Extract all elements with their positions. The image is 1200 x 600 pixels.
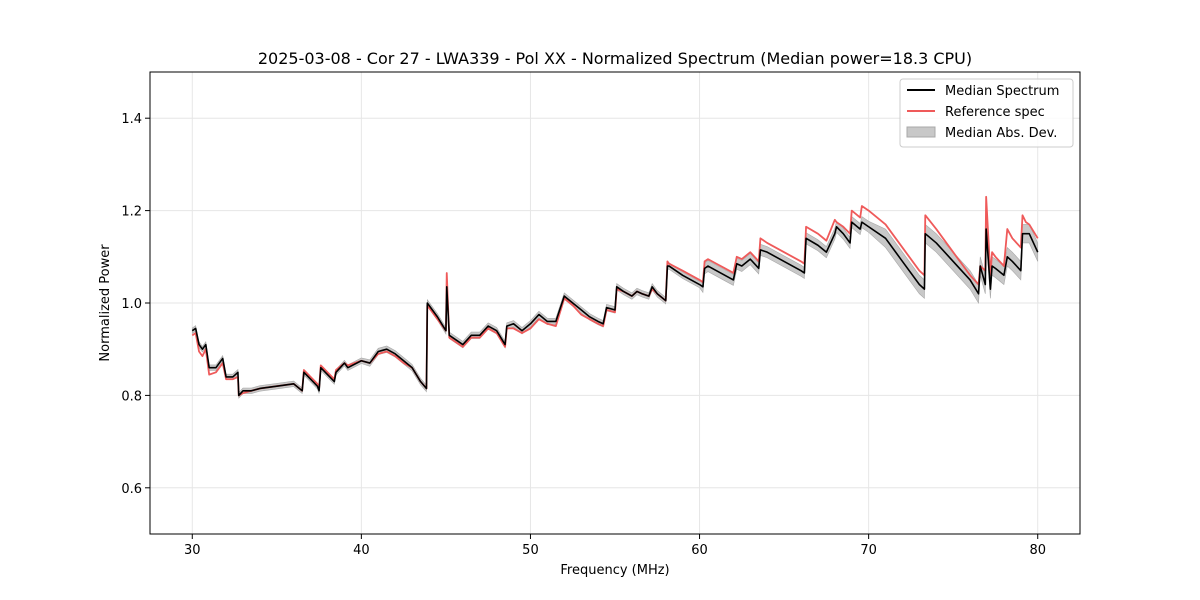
legend-median-label: Median Spectrum <box>945 84 1059 99</box>
series-layer <box>191 195 1039 399</box>
legend-box <box>899 78 1074 148</box>
y-tick-label: 0.6 <box>121 482 142 497</box>
x-tick-label: 30 <box>184 543 201 558</box>
x-tick-label: 60 <box>691 543 708 558</box>
y-tick-label: 1.4 <box>121 112 142 127</box>
y-tick-label: 0.8 <box>121 389 142 404</box>
x-tick-label: 40 <box>353 543 370 558</box>
legend-mad-label: Median Abs. Dev. <box>945 126 1057 141</box>
x-tick-label: 80 <box>1029 543 1046 558</box>
y-tick-label: 1.0 <box>121 297 142 312</box>
x-tick-label: 50 <box>522 543 539 558</box>
x-tick-label: 70 <box>860 543 877 558</box>
chart-title: 2025-03-08 - Cor 27 - LWA339 - Pol XX - … <box>258 49 972 68</box>
x-axis-label: Frequency (MHz) <box>560 563 669 578</box>
legend: Median Spectrum Reference spec Median Ab… <box>899 78 1074 148</box>
axis-ticks: 30 40 50 60 70 80 0.6 0.8 1.0 1.2 1.4 <box>121 112 1046 558</box>
legend-reference-label: Reference spec <box>945 105 1045 120</box>
legend-mad-swatch <box>906 126 936 138</box>
y-axis-label: Normalized Power <box>98 244 113 362</box>
y-tick-label: 1.2 <box>121 205 142 220</box>
median-spectrum-line <box>191 221 1039 397</box>
